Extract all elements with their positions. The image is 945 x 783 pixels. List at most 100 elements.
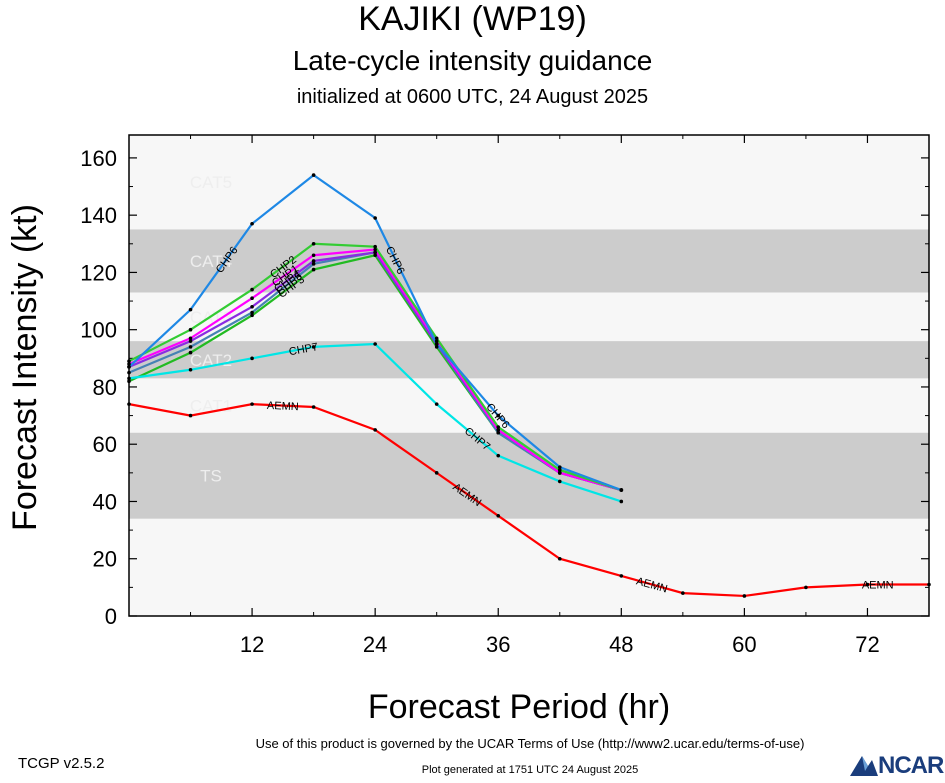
category-band xyxy=(129,432,929,519)
ncar-logo: NCAR xyxy=(848,752,945,780)
data-point-chp4 xyxy=(496,428,501,432)
series-line-aemn xyxy=(128,403,929,598)
y-tick-label: 80 xyxy=(93,375,117,400)
data-point-chp6 xyxy=(188,307,193,312)
data-point-chp1 xyxy=(434,339,439,343)
data-point-aemn xyxy=(496,513,501,518)
data-point-chp1 xyxy=(373,247,377,252)
data-point-aemn xyxy=(557,556,562,561)
data-point-chp7 xyxy=(127,376,131,381)
data-point-chp6 xyxy=(311,173,316,177)
y-tick-label: 140 xyxy=(80,203,117,228)
ncar-logo-icon xyxy=(850,756,878,776)
data-point-chp3 xyxy=(250,313,254,318)
ncar-logo-text: NCAR xyxy=(878,752,944,779)
data-point-aemn xyxy=(127,402,131,406)
data-point-chp4 xyxy=(250,304,254,309)
data-point-chp2 xyxy=(250,287,254,292)
data-point-chp5 xyxy=(250,310,254,315)
x-tick-label: 36 xyxy=(486,632,510,657)
data-point-aemn xyxy=(927,582,931,587)
data-point-chp3 xyxy=(127,379,131,384)
plot-frame xyxy=(128,134,930,617)
line-label-chp7: CHP7 xyxy=(288,341,319,358)
data-point-chp6 xyxy=(496,413,501,418)
data-point-chp2 xyxy=(434,336,439,341)
category-band xyxy=(129,229,929,293)
data-point-chp1 xyxy=(311,253,316,258)
data-point-chp7 xyxy=(311,345,316,349)
y-axis-label: Forecast Intensity (kt) xyxy=(6,204,44,531)
data-point-chp7 xyxy=(250,356,254,361)
data-point-aemn xyxy=(865,582,870,587)
chart-title: KAJIKI (WP19) xyxy=(358,0,587,38)
data-point-chp5 xyxy=(311,262,316,266)
data-point-chp3 xyxy=(373,253,377,258)
data-point-chp5 xyxy=(188,345,193,349)
data-point-aemn xyxy=(681,591,685,595)
data-point-chp1 xyxy=(188,336,193,341)
data-point-aemn xyxy=(619,574,624,578)
category-band xyxy=(129,341,929,379)
data-point-chp2 xyxy=(373,244,377,249)
data-point-chp5 xyxy=(127,370,131,375)
data-point-chp4 xyxy=(188,339,193,343)
chart-subtitle: Late-cycle intensity guidance xyxy=(292,45,653,76)
data-point-chp2 xyxy=(496,425,501,429)
data-point-chp7 xyxy=(188,367,193,372)
data-point-chp1 xyxy=(250,296,254,300)
x-tick-label: 24 xyxy=(363,632,387,657)
data-point-aemn xyxy=(373,428,377,432)
data-point-chp5 xyxy=(373,250,377,255)
x-tick-label: 72 xyxy=(855,632,879,657)
x-tick-label: 12 xyxy=(240,632,264,657)
x-tick-label: 60 xyxy=(732,632,756,657)
y-tick-label: 40 xyxy=(93,489,117,514)
y-tick-label: 160 xyxy=(80,146,117,171)
data-point-chp6 xyxy=(373,216,377,220)
data-point-aemn xyxy=(742,594,747,598)
data-point-chp4 xyxy=(311,259,316,263)
data-point-chp6 xyxy=(557,465,562,469)
terms-of-use: Use of this product is governed by the U… xyxy=(255,736,805,751)
version-label: TCGP v2.5.2 xyxy=(18,755,105,772)
data-point-aemn xyxy=(311,405,316,409)
data-point-chp3 xyxy=(496,430,501,435)
data-point-chp3 xyxy=(619,488,624,492)
data-point-chp7 xyxy=(557,479,562,484)
y-tick-label: 0 xyxy=(105,604,117,629)
data-point-chp2 xyxy=(557,468,562,472)
y-tick-label: 60 xyxy=(93,432,117,457)
data-point-aemn xyxy=(188,413,193,418)
category-label: CAT5 xyxy=(190,173,232,192)
data-point-chp3 xyxy=(311,267,316,272)
data-point-aemn xyxy=(434,471,439,475)
plot-generated: Plot generated at 1751 UTC 24 August 202… xyxy=(421,764,639,776)
line-label-aemn: AEMN xyxy=(267,400,299,413)
data-point-aemn xyxy=(250,402,254,406)
data-point-chp7 xyxy=(496,453,501,458)
line-label-aemn: AEMN xyxy=(862,580,894,592)
data-point-chp2 xyxy=(188,327,193,332)
x-axis-label: Forecast Period (hr) xyxy=(368,688,670,726)
x-tick-label: 48 xyxy=(609,632,633,657)
data-point-chp5 xyxy=(434,342,439,346)
data-point-chp7 xyxy=(434,402,439,406)
data-point-chp3 xyxy=(434,345,439,349)
init-time: initialized at 0600 UTC, 24 August 2025 xyxy=(296,86,649,108)
data-point-chp1 xyxy=(127,362,131,366)
y-tick-label: 100 xyxy=(80,318,117,343)
y-tick-label: 120 xyxy=(80,260,117,285)
category-label: TS xyxy=(200,467,222,486)
data-point-chp3 xyxy=(557,471,562,475)
y-tick-label: 20 xyxy=(93,547,117,572)
data-point-chp4 xyxy=(127,365,131,369)
data-point-chp2 xyxy=(311,241,316,246)
data-point-chp2 xyxy=(127,359,131,363)
data-point-chp6 xyxy=(250,221,254,226)
data-point-chp3 xyxy=(188,350,193,355)
data-point-aemn xyxy=(804,585,808,590)
data-point-chp7 xyxy=(619,499,624,504)
data-point-chp7 xyxy=(373,342,377,346)
